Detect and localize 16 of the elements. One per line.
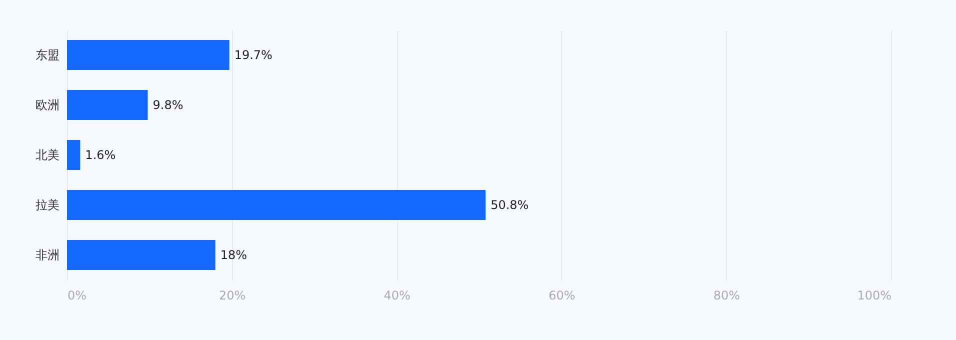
x-tick-label: 20% <box>218 288 246 302</box>
y-tick-label: 非洲 <box>36 248 60 262</box>
data-label: 1.6% <box>85 148 116 162</box>
x-tick-label: 80% <box>713 288 740 302</box>
y-tick-label: 东盟 <box>36 48 60 62</box>
x-tick-label: 0% <box>68 288 87 302</box>
data-label: 9.8% <box>152 98 184 112</box>
data-label: 19.7% <box>234 48 272 62</box>
x-tick-label: 60% <box>548 288 576 302</box>
data-label: 18% <box>220 248 247 262</box>
x-tick-label: 100% <box>857 288 892 302</box>
y-tick-label: 北美 <box>36 148 60 162</box>
data-label: 50.8% <box>490 198 529 212</box>
y-tick-label: 拉美 <box>36 198 60 212</box>
x-tick-label: 40% <box>384 288 410 302</box>
y-tick-label: 欧洲 <box>36 98 60 112</box>
